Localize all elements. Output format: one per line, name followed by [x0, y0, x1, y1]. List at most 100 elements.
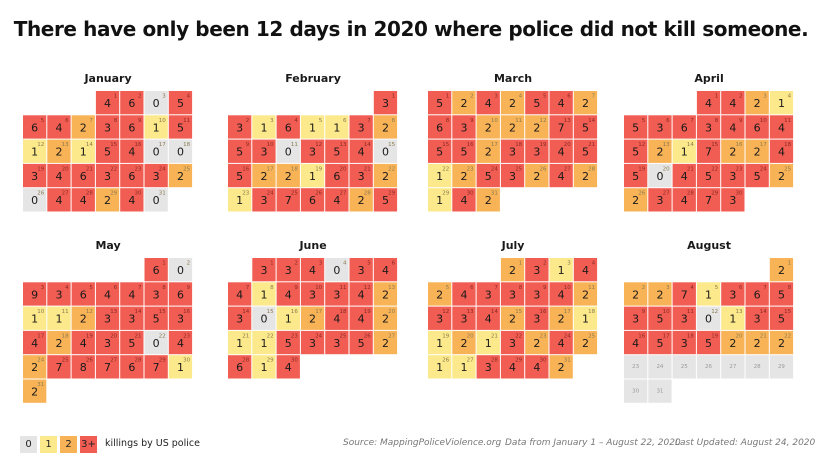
day-number-july-28: 28	[491, 358, 498, 364]
day-count-january-14: 1	[80, 146, 87, 159]
day-count-may-6: 4	[104, 288, 111, 301]
day-cell-august-30	[624, 379, 648, 403]
day-count-august-16: 4	[632, 337, 639, 350]
day-number-january-8: 8	[114, 118, 118, 124]
day-count-july-26: 1	[436, 361, 443, 374]
day-number-april-14: 14	[687, 142, 694, 148]
day-count-march-31: 2	[485, 194, 492, 207]
day-number-april-29: 29	[711, 191, 718, 197]
day-count-march-15: 5	[436, 146, 443, 159]
day-number-february-1: 1	[392, 94, 396, 100]
day-count-february-18: 2	[285, 170, 292, 183]
day-cell-august-14	[745, 306, 769, 330]
day-number-april-7: 7	[690, 118, 694, 124]
day-cell-march-4	[500, 91, 525, 115]
day-number-april-3: 3	[763, 94, 767, 100]
day-cell-june-9	[276, 282, 300, 306]
day-number-august-3: 3	[666, 285, 670, 291]
day-count-may-16: 3	[177, 313, 184, 326]
day-cell-august-6	[721, 282, 745, 306]
day-number-may-16: 16	[183, 309, 190, 315]
day-cell-august-25	[672, 355, 696, 379]
day-count-february-20: 6	[333, 170, 340, 183]
day-number-march-21: 21	[588, 142, 595, 148]
day-count-may-12: 2	[80, 313, 87, 326]
day-cell-february-29	[373, 188, 398, 212]
day-count-may-7: 4	[128, 288, 135, 301]
day-number-february-14: 14	[364, 142, 371, 148]
day-cell-april-16	[721, 139, 745, 163]
day-number-january-19: 19	[37, 166, 44, 172]
day-count-january-30: 4	[128, 194, 135, 207]
day-cell-april-28	[672, 188, 696, 212]
day-number-april-23: 23	[736, 166, 743, 172]
day-number-february-17: 17	[267, 166, 274, 172]
day-number-april-22: 22	[711, 166, 718, 172]
day-count-april-2: 4	[729, 97, 736, 110]
day-count-june-14: 3	[236, 313, 243, 326]
day-cell-february-10	[252, 139, 276, 163]
day-count-june-9: 4	[285, 288, 292, 301]
day-number-may-20: 20	[110, 333, 117, 339]
day-count-january-1: 4	[104, 97, 111, 110]
day-cell-february-21	[349, 163, 373, 188]
day-cell-april-9	[721, 115, 745, 139]
day-number-april-5: 5	[642, 118, 646, 124]
day-cell-august-21	[745, 330, 769, 355]
day-count-july-24: 4	[558, 337, 565, 350]
day-cell-january-6	[47, 115, 71, 139]
day-number-june-10: 10	[315, 285, 322, 291]
day-cell-june-2	[276, 258, 300, 282]
day-count-march-21: 5	[582, 146, 589, 159]
day-count-june-24: 3	[309, 337, 316, 350]
day-cell-april-4	[769, 91, 794, 115]
day-count-february-21: 3	[358, 170, 365, 183]
day-cell-march-20	[549, 139, 573, 163]
day-cell-august-1	[769, 258, 794, 282]
day-number-may-17: 17	[37, 333, 44, 339]
day-count-march-3: 4	[485, 97, 492, 110]
day-count-february-22: 2	[382, 170, 389, 183]
day-number-april-17: 17	[760, 142, 767, 148]
day-count-january-18: 0	[177, 146, 184, 159]
day-cell-january-15	[95, 139, 120, 163]
day-cell-june-6	[373, 258, 398, 282]
day-number-march-30: 30	[467, 191, 474, 197]
day-cell-may-22	[144, 330, 168, 355]
day-cell-may-26	[71, 355, 95, 379]
day-number-july-22: 22	[515, 333, 522, 339]
day-cell-may-21	[120, 330, 144, 355]
day-cell-january-31	[144, 188, 168, 212]
day-number-january-23: 23	[135, 166, 142, 172]
day-count-august-14: 3	[754, 313, 761, 326]
day-cell-june-3	[300, 258, 325, 282]
day-cell-february-8	[373, 115, 398, 139]
day-number-august-8: 8	[788, 285, 792, 291]
day-cell-january-18	[168, 139, 193, 163]
day-number-february-10: 10	[267, 142, 274, 148]
day-cell-july-21	[476, 330, 500, 355]
day-count-may-5: 6	[80, 288, 87, 301]
day-count-march-12: 2	[533, 121, 540, 134]
day-count-may-28: 6	[128, 361, 135, 374]
day-count-february-11: 0	[285, 146, 292, 159]
day-count-january-2: 6	[128, 97, 135, 110]
day-cell-august-20	[721, 330, 745, 355]
day-count-june-11: 3	[333, 288, 340, 301]
day-number-may-19: 19	[86, 333, 93, 339]
day-cell-may-23	[168, 330, 193, 355]
legend-swatch-2: 2	[60, 436, 77, 453]
day-count-june-1: 3	[260, 264, 267, 277]
day-cell-march-22	[428, 163, 452, 188]
day-count-january-19: 3	[31, 170, 38, 183]
day-number-march-27: 27	[564, 166, 571, 172]
day-cell-february-19	[300, 163, 325, 188]
day-count-july-23: 2	[533, 337, 540, 350]
day-cell-january-3	[144, 91, 168, 115]
day-number-january-18: 18	[183, 142, 190, 148]
day-cell-may-14	[120, 306, 144, 330]
day-number-january-22: 22	[110, 166, 117, 172]
day-cell-april-14	[672, 139, 696, 163]
day-cell-july-19	[428, 330, 452, 355]
day-count-may-2: 0	[177, 264, 184, 277]
